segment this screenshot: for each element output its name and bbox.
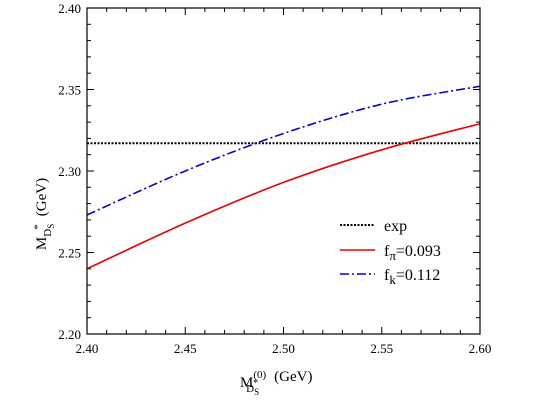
y-axis-label-sub-sup: * <box>32 224 44 230</box>
legend-label-fpi: fπ=0.093 <box>384 243 441 263</box>
x-tick-label: 2.50 <box>272 341 295 356</box>
legend-label-fpi-main: f <box>384 243 390 260</box>
y-tick-label: 2.25 <box>58 246 81 261</box>
x-tick-label: 2.40 <box>76 341 99 356</box>
x-axis-label-unit: (GeV) <box>274 369 312 385</box>
x-tick-label: 2.60 <box>469 341 492 356</box>
legend-label-fk-sub: k <box>389 272 396 287</box>
legend: exp fπ=0.093 fk=0.112 <box>340 218 441 287</box>
plot-frame <box>86 7 481 335</box>
y-tick-label: 2.30 <box>58 164 81 179</box>
y-tick-label: 2.20 <box>58 327 81 342</box>
legend-label-fk: fk=0.112 <box>384 267 440 287</box>
x-tick-label: 2.45 <box>174 341 197 356</box>
axis-ticks: 2.40 2.45 2.50 2.55 2.60 2.20 2.25 2.30 2.35 2.40 <box>58 1 491 356</box>
x-axis-label-main: M <box>240 375 253 391</box>
x-tick-label: 2.55 <box>370 341 393 356</box>
legend-label-exp-main: exp <box>384 218 407 235</box>
series-line-2 <box>86 85 481 216</box>
legend-label-fk-rest: =0.112 <box>396 267 440 284</box>
series-line-1 <box>86 122 481 270</box>
legend-label-fpi-sub: π <box>389 248 396 263</box>
legend-label-fk-main: f <box>384 267 390 284</box>
x-axis-label-sub-sub: S <box>254 387 259 397</box>
legend-label-exp: exp <box>384 218 407 235</box>
series-lines <box>86 85 481 270</box>
x-axis-label: M(0) DS* (GeV) <box>240 369 312 397</box>
y-axis-label-sub-sub: S <box>46 224 56 229</box>
x-axis-label-sub-sup: * <box>253 378 258 389</box>
y-axis-label: MDS* (GeV) <box>32 178 56 250</box>
x-axis-label-sup: (0) <box>253 369 266 381</box>
y-axis-label-unit: (GeV) <box>34 178 50 216</box>
x-axis-label-sub: D <box>246 383 254 395</box>
y-axis-label-main: M <box>34 237 50 250</box>
legend-label-fpi-rest: =0.093 <box>396 243 441 260</box>
y-axis-label-sub: D <box>42 229 54 237</box>
y-tick-label: 2.40 <box>58 1 81 16</box>
y-tick-label: 2.35 <box>58 83 81 98</box>
